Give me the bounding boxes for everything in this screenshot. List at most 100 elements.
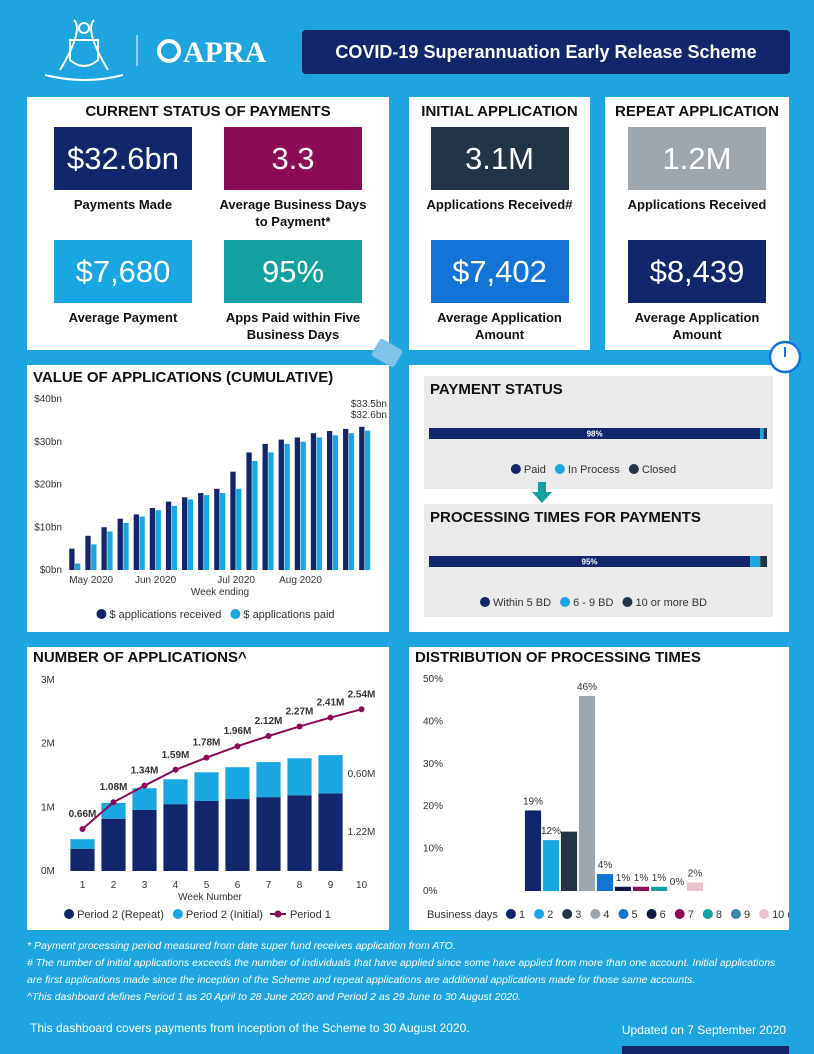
chart-title: PAYMENT STATUS xyxy=(430,381,563,398)
data-label: 1.22M xyxy=(348,827,376,838)
y-tick-label: 2M xyxy=(41,739,55,750)
bar-segment xyxy=(132,809,157,871)
legend-marker xyxy=(230,609,241,619)
bar xyxy=(524,810,542,891)
bar-segment xyxy=(763,428,767,439)
bar xyxy=(133,514,139,570)
legend-label: 7 xyxy=(688,909,694,921)
bar xyxy=(364,430,371,570)
bar xyxy=(632,886,650,891)
y-tick-label: $30bn xyxy=(34,437,62,448)
chart-panel: PROCESSING TIMES FOR PAYMENTS 95% Within 5… xyxy=(424,504,773,617)
kpi-card: $8,439 Average Application Amount xyxy=(607,240,787,353)
panel-title: CURRENT STATUS OF PAYMENTS xyxy=(85,103,331,120)
x-tick-label: 3 xyxy=(142,880,148,891)
legend-label: In Process xyxy=(568,464,620,476)
legend-marker xyxy=(590,909,601,919)
legend-label: 5 xyxy=(631,909,637,921)
line-point xyxy=(265,733,272,740)
bar xyxy=(348,433,355,570)
x-tick-label: 2 xyxy=(111,880,117,891)
data-label: 1% xyxy=(634,873,649,884)
bar-segment xyxy=(760,428,764,439)
data-label: 0.66M xyxy=(69,809,97,820)
bar xyxy=(268,452,274,570)
legend-label: 9 xyxy=(744,909,750,921)
bar xyxy=(686,882,704,891)
arrow-shape xyxy=(532,482,552,503)
kpi-value: $32.6bn xyxy=(54,127,192,190)
kpi-card: 1.2M Applications Received xyxy=(607,127,787,240)
bar xyxy=(278,439,284,570)
y-tick-label: $10bn xyxy=(34,522,62,533)
legend-label: 2 xyxy=(547,909,553,921)
bar xyxy=(343,428,349,570)
flow-arrow xyxy=(532,482,552,503)
bar-segment xyxy=(429,428,761,439)
bar xyxy=(560,831,578,891)
data-label: 1% xyxy=(652,873,667,884)
bar xyxy=(596,874,614,891)
data-label: 2% xyxy=(688,869,703,880)
data-label: 98% xyxy=(587,430,603,439)
chart-panel: DISTRIBUTION OF PROCESSING TIMES 0% 10% 2 0%… xyxy=(409,647,789,930)
bar-segment xyxy=(194,772,219,801)
bar-segment xyxy=(70,848,95,871)
y-tick-label: 1M xyxy=(41,802,55,813)
x-tick-label: Jul 2020 xyxy=(217,575,255,586)
y-tick-label: 10% xyxy=(423,844,443,855)
footer-bar xyxy=(622,1046,789,1054)
chart-panel: NUMBER OF APPLICATIONS^ 0M 1M 2M 3M 1 2 3 4 5 6 7 8 9… xyxy=(27,647,389,930)
y-tick-label: 40% xyxy=(423,716,443,727)
footnote: * Payment processing period measured fro… xyxy=(27,940,456,952)
legend-label: 6 - 9 BD xyxy=(573,597,613,609)
legend-label: Closed xyxy=(642,464,676,476)
legend-label: 10 or more xyxy=(772,909,789,921)
bar xyxy=(300,441,306,570)
bar xyxy=(187,499,194,570)
x-axis-title: Week ending xyxy=(191,587,249,598)
ticket xyxy=(371,338,403,368)
bar xyxy=(310,433,317,570)
bar xyxy=(650,886,668,891)
line-point xyxy=(110,799,117,806)
bar xyxy=(149,508,156,570)
kpi-card: 95% Apps Paid within Five Business Days xyxy=(208,240,378,353)
legend-marker xyxy=(674,909,685,919)
line xyxy=(81,708,362,830)
data-label: 2.12M xyxy=(255,716,283,727)
bar xyxy=(236,488,242,570)
data-label: 2.54M xyxy=(348,689,376,700)
bar xyxy=(284,443,290,570)
kpi-card: $7,402 Average Application Amount xyxy=(410,240,590,353)
bar xyxy=(123,522,129,570)
kpi-label: Apps Paid within Five Business Days xyxy=(225,310,361,342)
bar xyxy=(155,510,161,570)
data-label: 0% xyxy=(670,877,685,888)
bar-segment xyxy=(225,799,250,871)
footnote: ^This dashboard defines Period 1 as 20 A… xyxy=(27,991,521,1003)
kpi-value: 3.1M xyxy=(430,127,569,190)
bar xyxy=(262,443,268,570)
bar xyxy=(85,535,91,570)
line-point xyxy=(79,825,86,832)
data-label: 95% xyxy=(582,558,598,567)
panel-title: INITIAL APPLICATION xyxy=(421,103,578,120)
legend: Paid In Process Closed xyxy=(510,464,676,476)
chart-title: DISTRIBUTION OF PROCESSING TIMES xyxy=(415,649,701,666)
line-point xyxy=(296,723,303,730)
kpi-label: Applications Received xyxy=(627,197,767,212)
kpi-value: 3.3 xyxy=(224,127,362,190)
legend-marker xyxy=(618,909,629,919)
y-tick-label: 50% xyxy=(423,674,443,685)
header-art: APRA xyxy=(44,19,267,81)
data-label: 4% xyxy=(598,860,613,871)
ticket-icon xyxy=(371,338,403,368)
legend-marker xyxy=(505,909,516,919)
bar-segment xyxy=(429,556,751,567)
legend-marker xyxy=(510,464,521,474)
kpi-value: 95% xyxy=(224,240,362,303)
y-tick-label: 0% xyxy=(423,886,438,897)
legend-label: 4 xyxy=(603,909,609,921)
bar xyxy=(198,493,204,570)
